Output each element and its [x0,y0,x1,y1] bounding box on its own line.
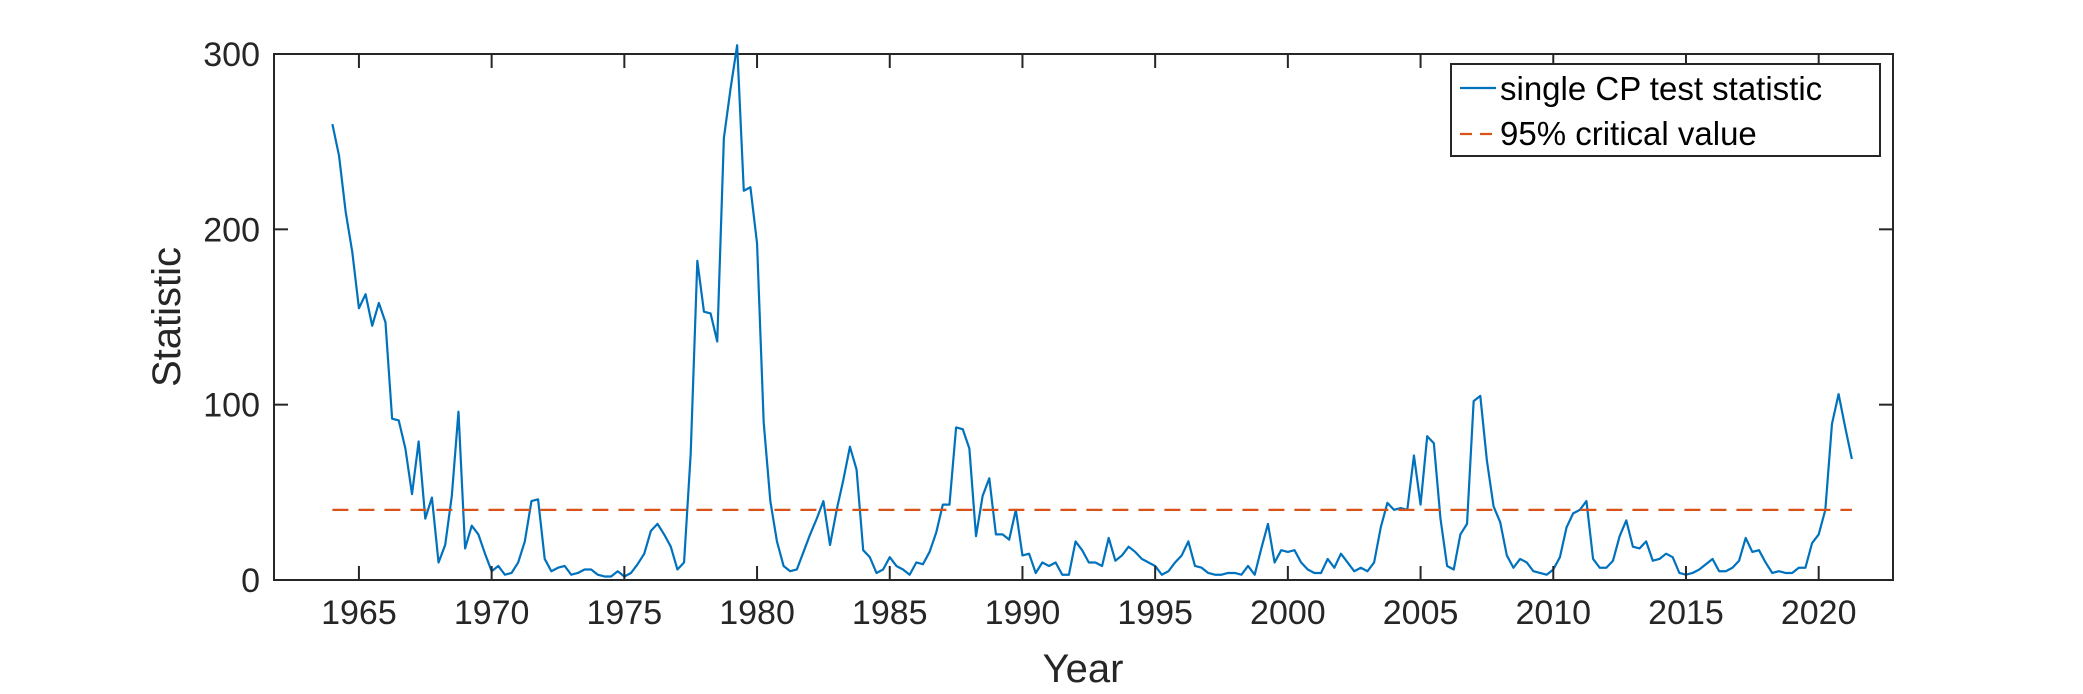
x-tick-label: 1965 [321,594,397,632]
legend: single CP test statistic 95% critical va… [1450,63,1881,157]
y-tick-label: 200 [203,211,260,249]
y-tick-label: 300 [203,36,260,74]
tick-layer: 1965 1970 1975 1980 1985 1990 1995 2000 2005 2010… [203,36,1893,632]
x-tick-label: 1975 [587,594,663,632]
x-tick-label: 2015 [1648,594,1724,632]
legend-box [1450,63,1881,157]
test-statistic-series-line [331,44,1853,578]
x-tick-label: 1990 [985,594,1061,632]
y-tick-label: 0 [241,562,260,600]
x-tick-label: 1970 [454,594,530,632]
y-axis-title: Statistic [145,247,189,387]
series-layer [331,44,1853,578]
x-tick-label: 1985 [852,594,928,632]
x-tick-label: 2000 [1250,594,1326,632]
x-tick-label: 2005 [1383,594,1459,632]
legend-label-critical-value: 95% critical value [1500,115,1757,152]
x-tick-label: 1995 [1117,594,1193,632]
x-tick-label: 1980 [719,594,795,632]
legend-label-series: single CP test statistic [1500,70,1822,107]
y-tick-label: 100 [203,387,260,425]
x-tick-label: 2020 [1781,594,1857,632]
x-axis-title: Year [1043,647,1124,691]
x-tick-label: 2010 [1515,594,1591,632]
